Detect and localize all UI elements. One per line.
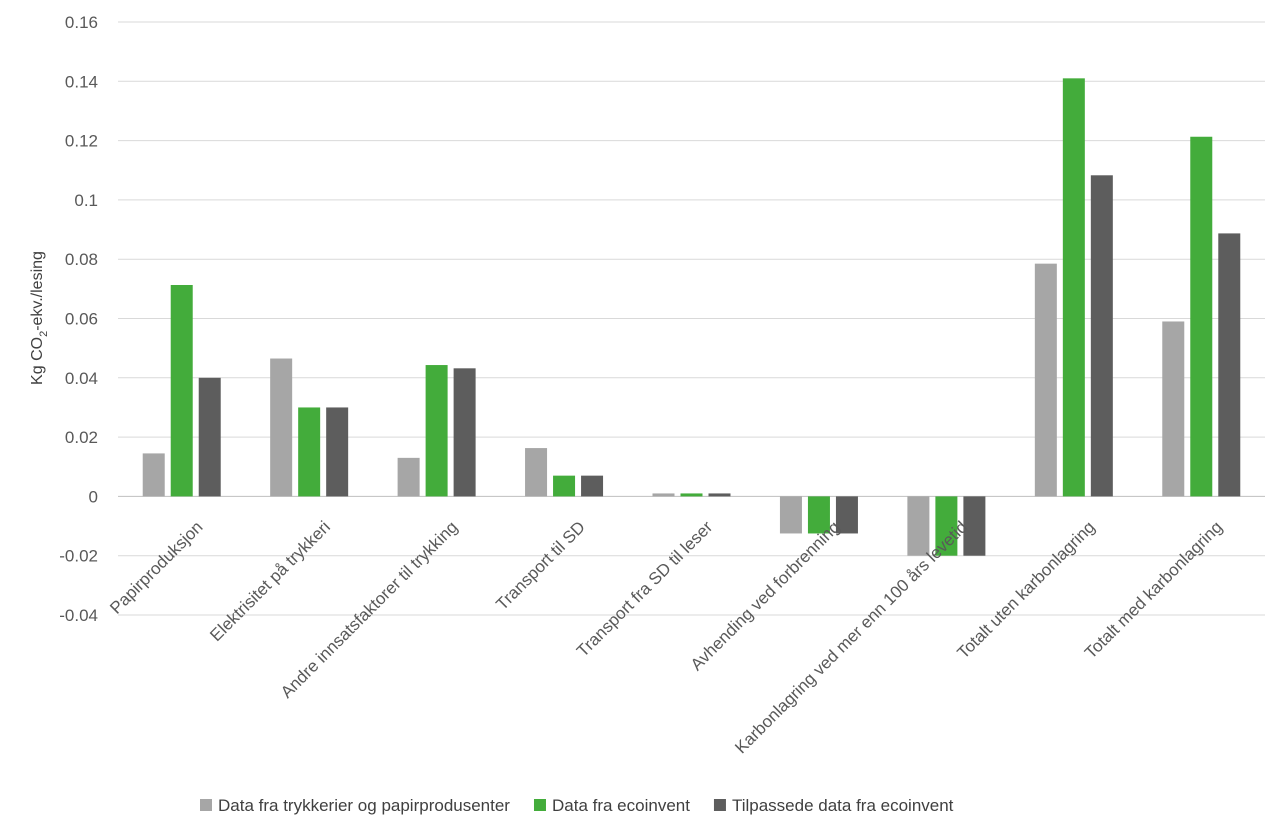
y-tick-label: 0.04 [65, 369, 98, 388]
bar [1218, 233, 1241, 497]
y-axis-label: Kg CO2-ekv./lesing [29, 251, 50, 385]
x-category-label: Karbonlagring ved mer enn 100 års leveti… [731, 517, 971, 757]
bar [1190, 136, 1213, 497]
legend-swatch [200, 799, 212, 811]
y-tick-label: 0.12 [65, 132, 98, 151]
legend-label: Data fra trykkerier og papirprodusenter [218, 796, 510, 815]
y-tick-label: 0.08 [65, 250, 98, 269]
legend-swatch [533, 799, 546, 811]
y-tick-label: 0.06 [65, 310, 98, 329]
bar [708, 493, 731, 497]
legend-item: Data fra ecoinvent [533, 796, 690, 815]
legend-item: Tilpassede data fra ecoinvent [713, 796, 954, 815]
x-category-label: Avhending ved forbrenning [687, 517, 844, 674]
bar [835, 496, 858, 534]
bar [170, 284, 193, 497]
bar [397, 457, 420, 497]
legend-label: Tilpassede data fra ecoinvent [732, 796, 954, 815]
bar [779, 496, 802, 534]
bar [652, 493, 675, 497]
y-tick-label: 0.14 [65, 72, 98, 91]
x-category-label: Transport til SD [492, 517, 588, 613]
bar [326, 407, 349, 497]
y-tick-label: 0.1 [74, 191, 98, 210]
bar [1034, 263, 1057, 497]
y-tick-label: -0.02 [59, 547, 98, 566]
bar [680, 493, 703, 497]
bar [963, 496, 986, 556]
y-tick-label: -0.04 [59, 606, 98, 625]
bar [581, 475, 604, 497]
bar [198, 377, 221, 497]
x-category-label: Totalt med karbonlagring [1081, 517, 1226, 662]
legend-label: Data fra ecoinvent [552, 796, 690, 815]
bar [553, 475, 576, 497]
bar [298, 407, 321, 497]
legend: Data fra trykkerier og papirprodusenter D… [200, 796, 954, 815]
bar [935, 496, 958, 556]
bar [425, 365, 448, 497]
bar [525, 448, 548, 497]
bars [142, 78, 1241, 556]
bar [270, 358, 293, 497]
x-category-label: Transport fra SD til leser [573, 517, 716, 660]
legend-item: Data fra trykkerier og papirprodusenter [200, 796, 510, 815]
bar [1090, 175, 1113, 497]
y-tick-label: 0.16 [65, 13, 98, 32]
bar [1062, 78, 1085, 497]
y-axis-ticks: -0.04 -0.02 0 0.02 0.04 0.06 0.08 0.1 0.12 0.14 0.… [59, 13, 98, 625]
x-axis-categories: Papirproduksjon Elektrisitet på trykkeri A… [106, 517, 1226, 757]
x-category-label: Elektrisitet på trykkeri [206, 517, 334, 645]
legend-swatch [713, 799, 726, 811]
bar [142, 453, 165, 497]
x-category-label: Papirproduksjon [106, 517, 206, 617]
bar [453, 368, 476, 497]
bar [1162, 321, 1185, 497]
bar [807, 496, 830, 534]
y-tick-label: 0.02 [65, 428, 98, 447]
bar [907, 496, 930, 556]
y-tick-label: 0 [89, 487, 98, 506]
